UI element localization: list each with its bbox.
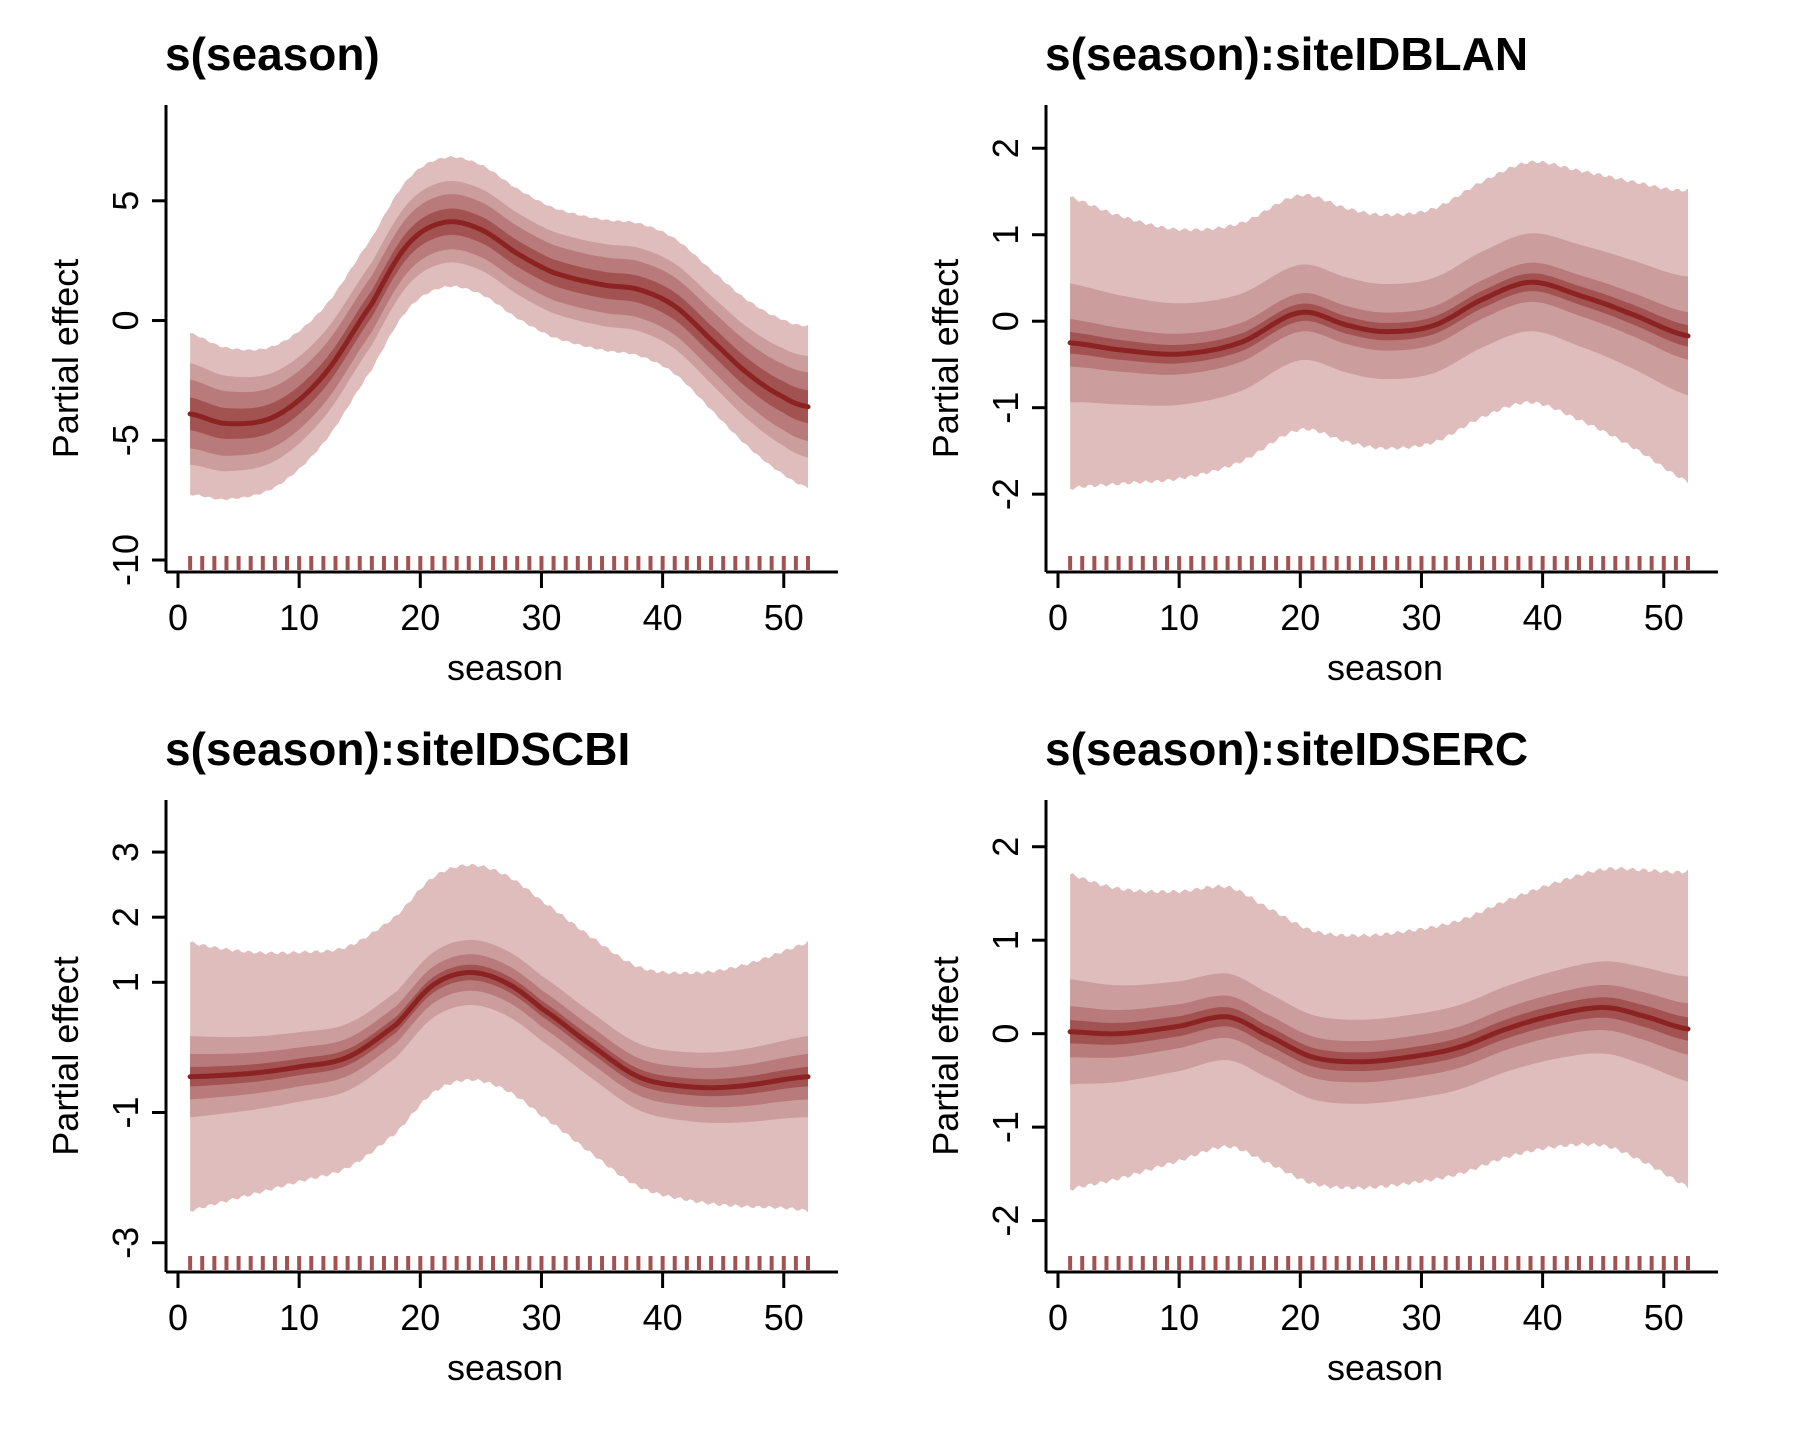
x-tick-label: 0 xyxy=(168,1297,188,1338)
y-tick-label: 1 xyxy=(985,225,1026,245)
x-tick-label: 20 xyxy=(1280,597,1320,638)
x-tick-label: 40 xyxy=(643,597,683,638)
y-tick-label: 0 xyxy=(985,1024,1026,1044)
y-tick-label: 2 xyxy=(985,837,1026,857)
y-tick-label: -3 xyxy=(105,1227,146,1259)
x-tick-label: 10 xyxy=(1159,597,1199,638)
mean-line xyxy=(187,970,811,1091)
y-tick-label: -2 xyxy=(985,1205,1026,1237)
x-axis-title: season xyxy=(447,647,563,688)
x-tick-label: 50 xyxy=(764,1297,804,1338)
x-tick-label: 50 xyxy=(1644,597,1684,638)
y-tick-label: -1 xyxy=(105,1096,146,1128)
x-tick-label: 20 xyxy=(400,597,440,638)
x-tick-label: 20 xyxy=(400,1297,440,1338)
x-axis-title: season xyxy=(447,1347,563,1388)
mean-line xyxy=(187,219,811,427)
y-tick-label: -1 xyxy=(985,392,1026,424)
x-tick-label: 30 xyxy=(1401,597,1441,638)
x-axis-title: season xyxy=(1327,647,1443,688)
x-tick-label: 10 xyxy=(279,1297,319,1338)
y-tick-label: 3 xyxy=(105,842,146,862)
panel-title: s(season):siteIDBLAN xyxy=(1045,28,1528,80)
credible-band-3 xyxy=(190,954,809,1108)
x-tick-label: 40 xyxy=(1523,1297,1563,1338)
y-axis-title: Partial effect xyxy=(45,259,86,458)
credible-band-2 xyxy=(190,180,809,472)
y-tick-label: 2 xyxy=(105,907,146,927)
x-tick-label: 40 xyxy=(1523,597,1563,638)
y-tick-label: 2 xyxy=(985,138,1026,158)
panel-title: s(season):siteIDSERC xyxy=(1045,723,1528,775)
x-tick-label: 0 xyxy=(168,597,188,638)
x-tick-label: 10 xyxy=(279,597,319,638)
mean-line xyxy=(1067,1005,1691,1065)
panel-title: s(season) xyxy=(165,28,380,80)
x-tick-label: 0 xyxy=(1048,1297,1068,1338)
y-axis-title: Partial effect xyxy=(45,956,86,1155)
credible-band-1 xyxy=(190,156,809,501)
x-tick-label: 10 xyxy=(1159,1297,1199,1338)
y-tick-label: -2 xyxy=(985,478,1026,510)
x-tick-label: 30 xyxy=(521,1297,561,1338)
y-tick-label: 1 xyxy=(985,930,1026,950)
x-tick-label: 40 xyxy=(643,1297,683,1338)
credible-band-1 xyxy=(190,863,809,1213)
y-tick-label: 5 xyxy=(105,191,146,211)
x-tick-label: 20 xyxy=(1280,1297,1320,1338)
x-tick-label: 50 xyxy=(1644,1297,1684,1338)
credible-band-4 xyxy=(1070,273,1688,364)
x-axis-title: season xyxy=(1327,1347,1443,1388)
x-tick-label: 30 xyxy=(1401,1297,1441,1338)
y-axis-title: Partial effect xyxy=(925,259,966,458)
y-tick-label: 0 xyxy=(985,311,1026,331)
x-tick-label: 30 xyxy=(521,597,561,638)
credible-band-4 xyxy=(190,208,809,439)
panel-title: s(season):siteIDSCBI xyxy=(165,723,630,775)
x-tick-label: 0 xyxy=(1048,597,1068,638)
credible-band-4 xyxy=(190,964,809,1097)
mean-line xyxy=(1067,279,1691,357)
x-tick-label: 50 xyxy=(764,597,804,638)
y-tick-label: 0 xyxy=(105,311,146,331)
y-tick-label: -5 xyxy=(105,424,146,456)
y-axis-title: Partial effect xyxy=(925,956,966,1155)
y-tick-label: -10 xyxy=(105,534,146,586)
y-tick-label: -1 xyxy=(985,1111,1026,1143)
y-tick-label: 1 xyxy=(105,972,146,992)
